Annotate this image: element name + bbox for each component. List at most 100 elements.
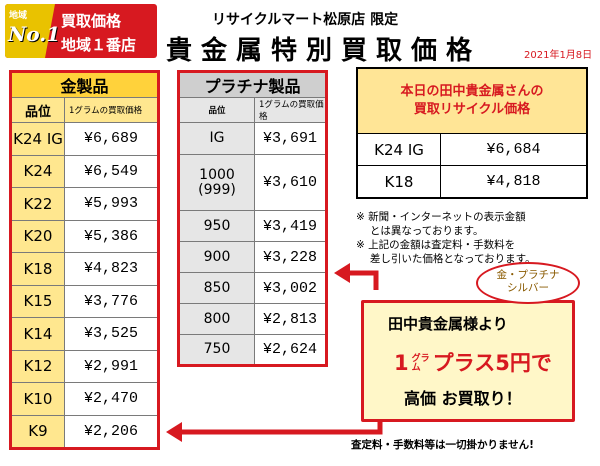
note-line: ※ 上記の金額は査定料・手数料を [356, 239, 516, 251]
platinum-price: ¥3,228 [254, 241, 327, 273]
gold-price: ¥2,206 [64, 414, 159, 449]
table-row: 850 ¥3,002 [178, 272, 327, 304]
platinum-grade-cell: 850 [178, 272, 255, 304]
metal-bubble: 金・プラチナ シルバー [476, 262, 580, 304]
table-row: K24 IG ¥6,684 [356, 133, 588, 166]
gold-price: ¥5,993 [64, 187, 159, 221]
gold-price: ¥2,470 [64, 382, 159, 416]
platinum-price: ¥3,419 [254, 210, 327, 242]
promo-plus-text: 1 グラムプラス5円で [394, 347, 552, 377]
date-label: 2021年1月8日 [524, 50, 593, 61]
store-name: リサイクルマート松原店 限定 [212, 12, 399, 28]
table-row: 800 ¥2,813 [178, 303, 327, 335]
gold-grade: K14 [10, 317, 65, 351]
gold-price: ¥2,991 [64, 349, 159, 383]
platinum-grade: 950 [203, 217, 231, 234]
platinum-grade-cell: 1000 (999) [178, 154, 255, 211]
gold-col-price: 1グラムの買取価格 [64, 97, 159, 123]
footer-note: 査定料・手数料等は一切掛かりません! [351, 439, 534, 451]
table-row: K24 ¥6,549 [10, 154, 159, 188]
gram-bottom: ム [411, 363, 421, 373]
gold-price: ¥4,823 [64, 252, 159, 286]
tanaka-price: ¥6,684 [440, 133, 588, 166]
table-row: K18 ¥4,823 [10, 252, 159, 286]
tanaka-grade: K18 [356, 165, 441, 199]
note-line: 差し引いた価格となっております。 [356, 253, 536, 265]
arrow-head-platinum [334, 263, 350, 283]
gold-price: ¥5,386 [64, 219, 159, 253]
table-row: K12 ¥2,991 [10, 349, 159, 383]
gold-price-table: 金製品 品位 1グラムの買取価格 K24 IG ¥6,689 K24 ¥6,549 … [9, 70, 160, 450]
platinum-price-table: プラチナ製品 品位 1グラムの買取価格 IG ¥3,691 1000 (999) ¥3… [177, 70, 328, 367]
gram-unit: グラム [412, 355, 430, 373]
table-row: 750 ¥2,624 [178, 334, 327, 366]
gold-price: ¥6,549 [64, 154, 159, 188]
platinum-grade: 1000 [199, 166, 235, 183]
gold-price: ¥3,525 [64, 317, 159, 351]
table-row: K18 ¥4,818 [356, 165, 588, 199]
gold-grade: K12 [10, 349, 65, 383]
gram-top: グラ [411, 354, 430, 364]
platinum-grade: IG [209, 130, 225, 146]
arrow-head-gold [166, 422, 182, 442]
arrow-to-platinum [350, 270, 379, 290]
platinum-grade: 750 [203, 341, 231, 357]
table-row: K10 ¥2,470 [10, 382, 159, 416]
promo-plus: プラス5円で [432, 351, 552, 375]
promo-box: 田中貴金属様より 1 グラムプラス5円で 高価 お買取り！ [361, 300, 575, 422]
platinum-grade: 800 [203, 310, 231, 327]
gold-grade: K20 [10, 219, 65, 253]
table-row: K9 ¥2,206 [10, 414, 159, 449]
badge-line1: 買取価格 [61, 12, 122, 30]
bubble-line1: 金・プラチナ [496, 269, 560, 281]
gold-price: ¥3,776 [64, 284, 159, 318]
page-title: 貴金属特別買取価格 [166, 36, 482, 66]
table-row: 1000 (999) ¥3,610 [178, 154, 327, 211]
bubble-line2: シルバー [507, 282, 549, 294]
gold-grade: K18 [10, 252, 65, 286]
platinum-grade-cell: 950 [178, 210, 255, 242]
platinum-col-grade: 品位 [178, 97, 255, 123]
platinum-price: ¥2,813 [254, 303, 327, 335]
note-line: ※ 新聞・インターネットの表示金額 [356, 211, 526, 223]
tanaka-title-line2: 買取リサイクル価格 [413, 102, 531, 117]
badge-area-label: 地域 [9, 11, 28, 21]
table-row: K20 ¥5,386 [10, 219, 159, 253]
table-row: IG ¥3,691 [178, 122, 327, 155]
no1-badge: 地域 No.1 買取価格 地域１番店 [5, 4, 157, 58]
table-row: K22 ¥5,993 [10, 187, 159, 221]
table-row: 900 ¥3,228 [178, 241, 327, 273]
gold-price: ¥6,689 [64, 122, 159, 156]
platinum-price: ¥2,624 [254, 334, 327, 366]
promo-gram-number: 1 [394, 351, 409, 375]
platinum-price: ¥3,610 [254, 154, 327, 211]
table-row: K24 IG ¥6,689 [10, 122, 159, 156]
platinum-grade-cell: IG [178, 122, 255, 155]
gold-grade: K24 [10, 154, 65, 188]
gold-grade: K9 [10, 414, 65, 449]
platinum-grade-sub: (999) [198, 181, 236, 198]
tanaka-price: ¥4,818 [440, 165, 588, 199]
platinum-grade-cell: 900 [178, 241, 255, 273]
platinum-grade: 850 [203, 279, 231, 296]
badge-no1-text: No.1 [8, 22, 61, 46]
platinum-price: ¥3,002 [254, 272, 327, 304]
platinum-price: ¥3,691 [254, 122, 327, 155]
promo-bottom-text: 高価 お買取り！ [404, 389, 522, 408]
tanaka-price-table: 本日の田中貴金属さんの 買取リサイクル価格 K24 IG ¥6,684 K18 ¥4… [356, 67, 588, 199]
promo-top-text: 田中貴金属様より [388, 315, 508, 333]
notes: ※ 新聞・インターネットの表示金額 とは異なっております。 ※ 上記の金額は査定… [356, 210, 536, 266]
table-row: 950 ¥3,419 [178, 210, 327, 242]
badge-line2: 地域１番店 [61, 36, 137, 54]
gold-col-grade: 品位 [10, 97, 65, 123]
table-row: K14 ¥3,525 [10, 317, 159, 351]
platinum-table-title: プラチナ製品 [178, 71, 327, 98]
arrow-to-gold [182, 418, 383, 435]
platinum-col-price: 1グラムの買取価格 [254, 97, 327, 123]
platinum-grade: 900 [203, 248, 231, 265]
tanaka-grade: K24 IG [356, 133, 441, 166]
gold-grade: K24 IG [10, 122, 65, 156]
tanaka-title-line1: 本日の田中貴金属さんの [400, 84, 544, 99]
note-line: とは異なっております。 [356, 225, 484, 237]
